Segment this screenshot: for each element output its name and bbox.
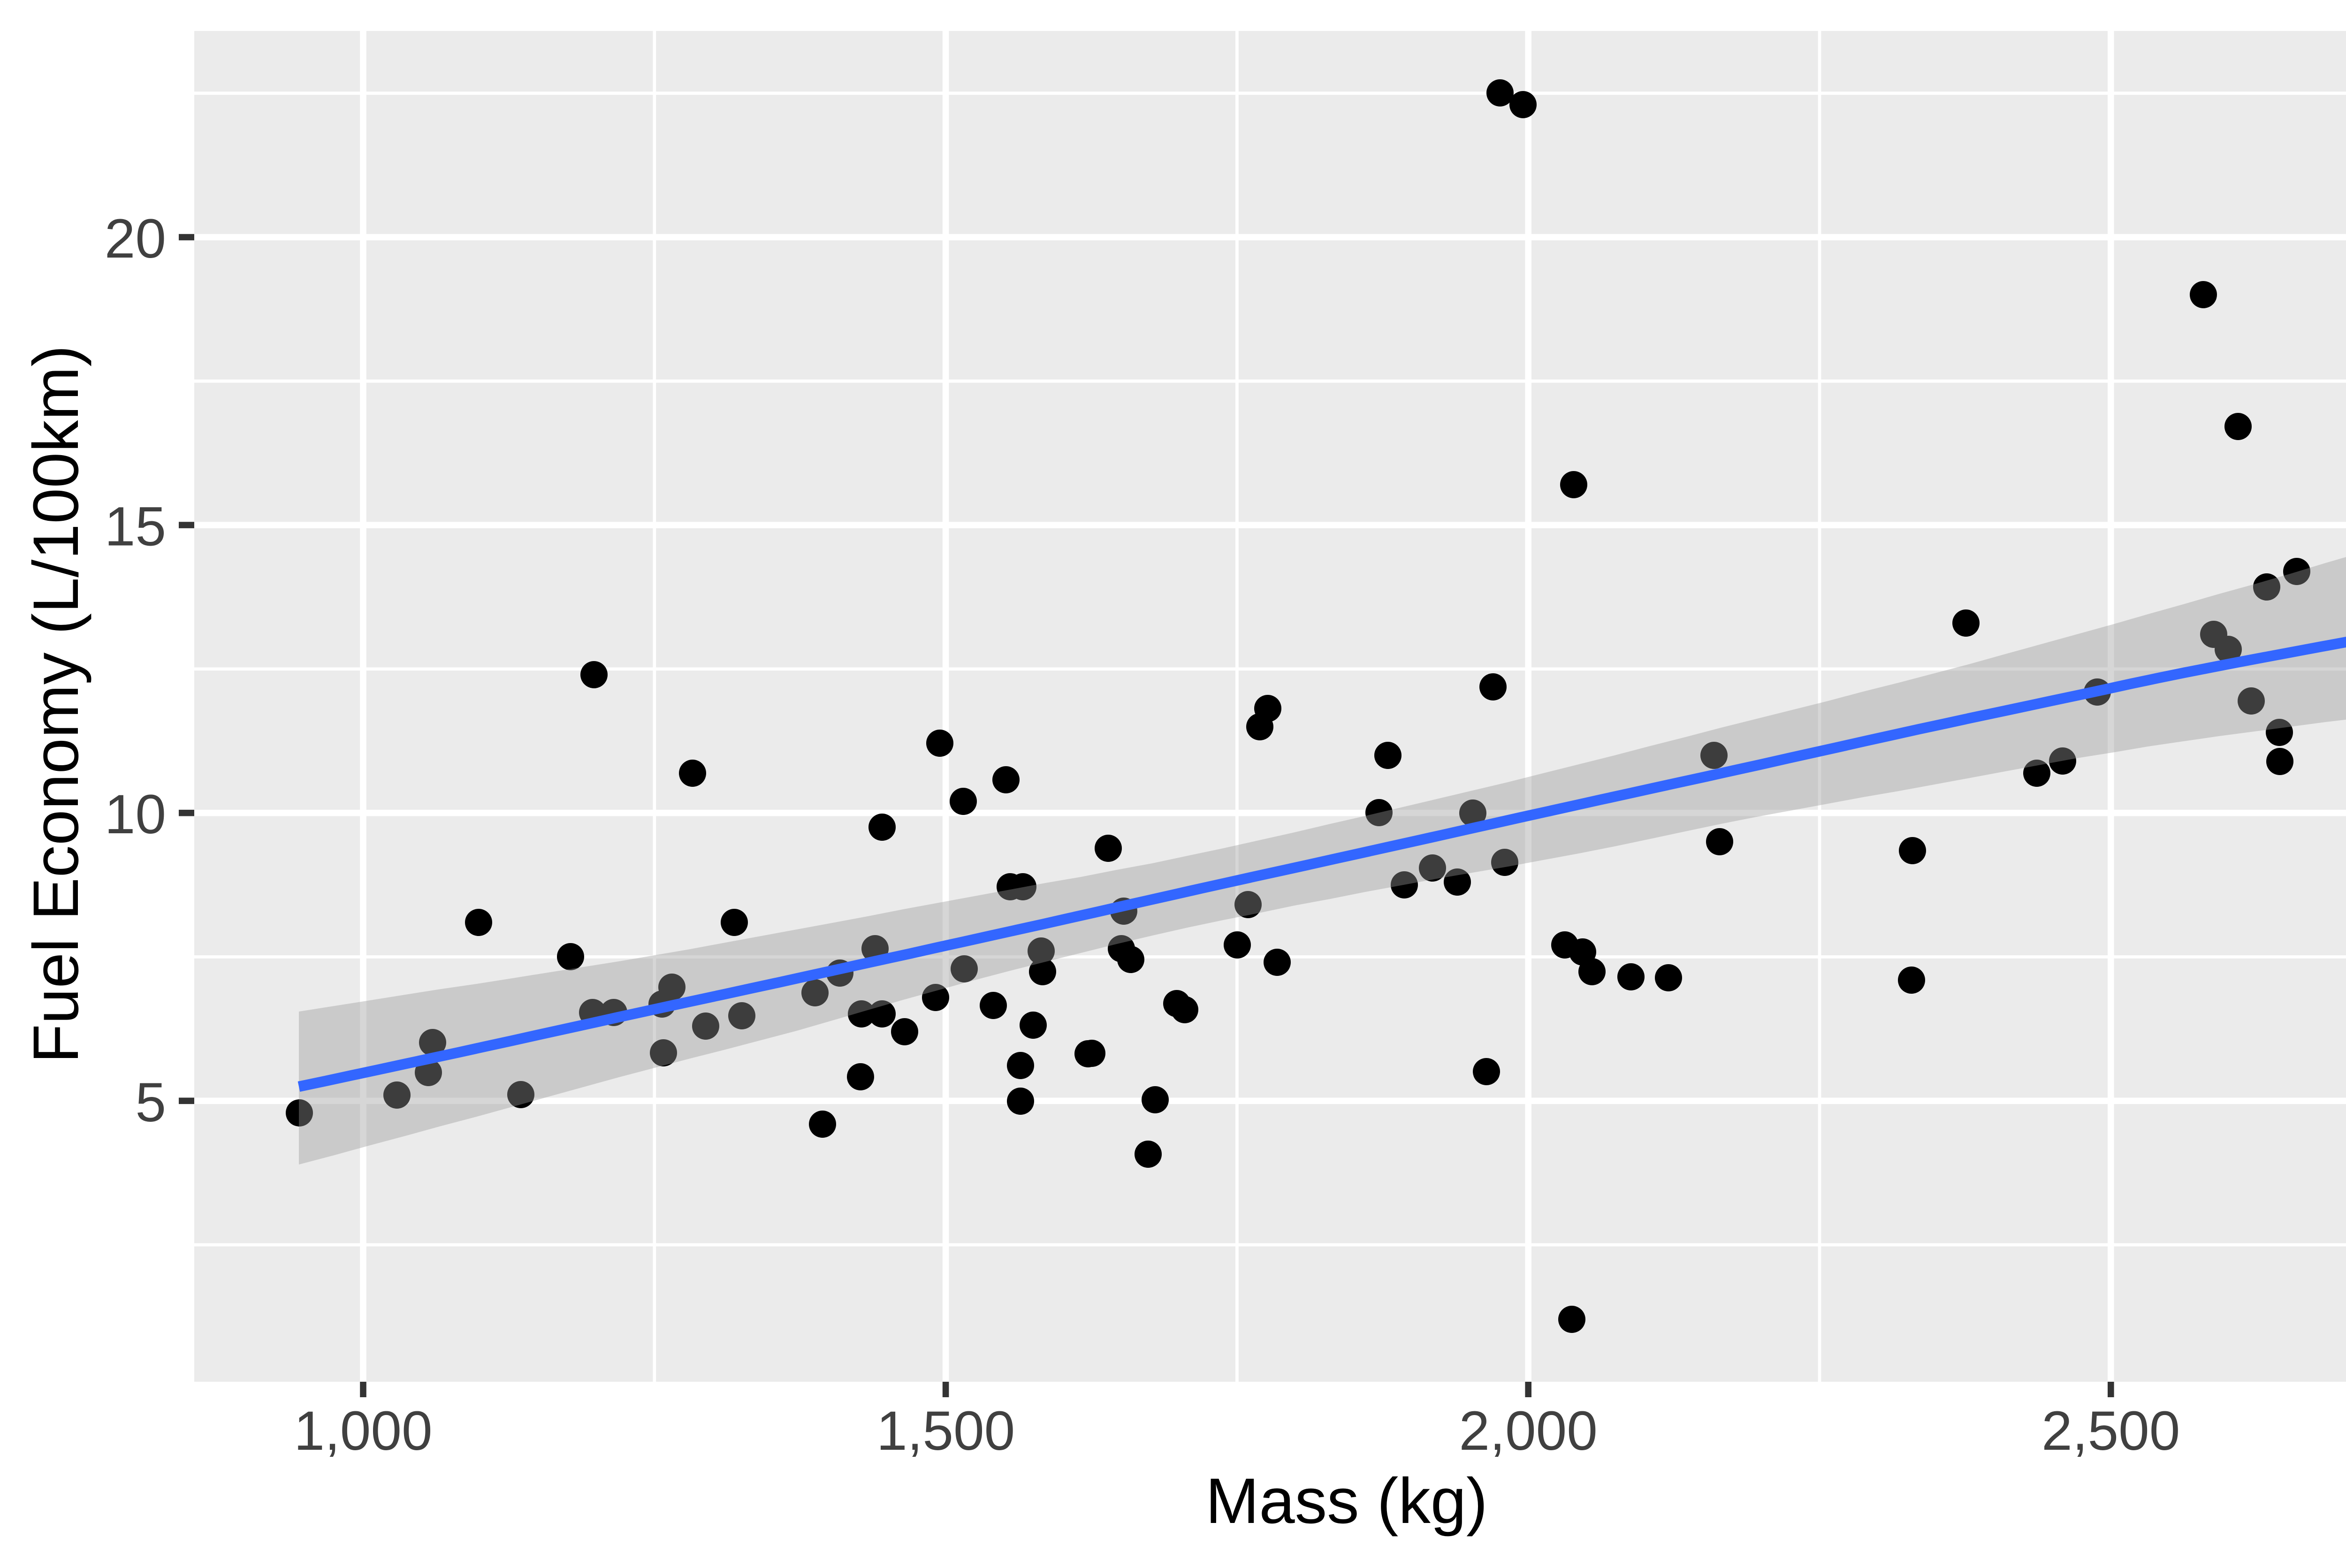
svg-text:2,500: 2,500 <box>2041 1400 2180 1462</box>
svg-text:15: 15 <box>105 496 166 558</box>
svg-text:10: 10 <box>105 784 166 845</box>
svg-text:Mass (kg): Mass (kg) <box>1205 1465 1487 1537</box>
svg-text:1,000: 1,000 <box>294 1400 432 1462</box>
svg-text:5: 5 <box>135 1072 166 1134</box>
svg-text:1,500: 1,500 <box>876 1400 1015 1462</box>
svg-text:2,000: 2,000 <box>1459 1400 1598 1462</box>
svg-text:Fuel Economy (L/100km): Fuel Economy (L/100km) <box>20 345 92 1063</box>
svg-text:20: 20 <box>105 208 166 270</box>
